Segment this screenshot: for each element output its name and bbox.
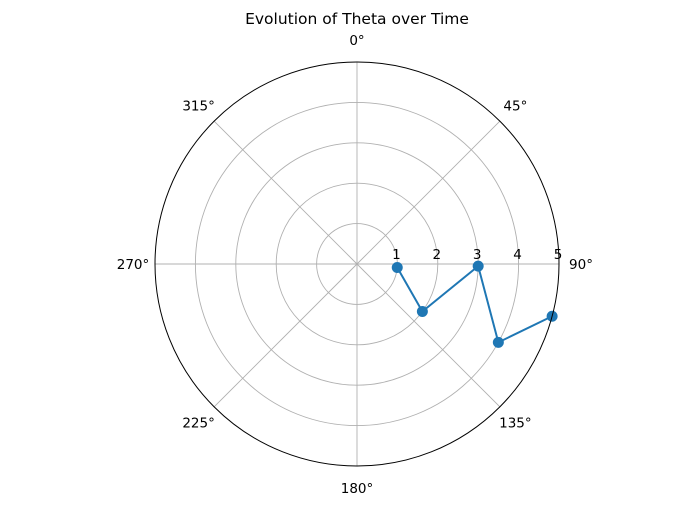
chart-title: Evolution of Theta over Time (245, 10, 469, 28)
theta-tick-label: 45° (503, 99, 527, 115)
data-point (391, 262, 403, 274)
r-tick-label: 5 (554, 247, 563, 263)
theta-grid-line (213, 120, 358, 265)
data-point (416, 305, 428, 317)
theta-grid-line (356, 263, 501, 408)
theta-tick-label: 315° (182, 99, 215, 115)
polar-frame (154, 61, 560, 467)
polar-grid (155, 62, 559, 466)
theta-grid-line (356, 120, 501, 265)
theta-tick-label: 225° (182, 415, 215, 431)
theta-tick-label: 135° (499, 415, 532, 431)
series-line (396, 264, 553, 344)
tick-labels: 0° 45° 90° 135° 180° 225° 270° 315° 1 2 3 4 5 (117, 33, 593, 497)
r-tick-label: 3 (473, 247, 482, 263)
series-layer (391, 260, 558, 348)
theta-tick-label: 0° (349, 33, 364, 49)
theta-tick-label: 90° (569, 257, 593, 273)
data-point (492, 336, 504, 348)
theta-grid-line (213, 263, 358, 408)
r-tick-label: 2 (433, 247, 442, 263)
data-point (472, 260, 484, 272)
r-tick-label: 1 (392, 247, 401, 263)
theta-tick-label: 180° (341, 481, 374, 497)
theta-tick-label: 270° (117, 257, 150, 273)
r-tick-label: 4 (513, 247, 522, 263)
